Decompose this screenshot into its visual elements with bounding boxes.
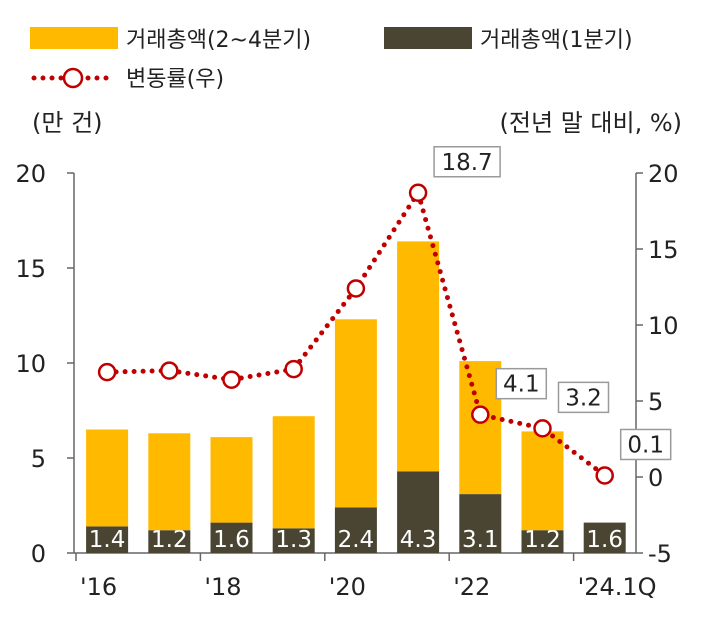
legend: 거래총액(2~4분기) 거래총액(1분기) 변동률(우) — [30, 27, 633, 92]
bar-q1-label: 4.3 — [400, 527, 437, 553]
annotation-label: 3.2 — [565, 385, 602, 411]
legend-label-change: 변동률(우) — [126, 67, 224, 92]
bar-q1 — [272, 528, 315, 553]
bar-q1 — [459, 494, 502, 553]
annotation-box — [619, 428, 672, 461]
bar-q1-label: 1.2 — [524, 527, 561, 553]
bar-q1 — [583, 522, 626, 553]
change-rate-point — [222, 370, 241, 389]
right-tick-label: 5 — [648, 388, 663, 416]
x-tick-label: '24.1Q — [578, 573, 657, 601]
annotation-box — [557, 381, 610, 414]
bar-q2-q4 — [86, 429, 129, 527]
bar-q2-q4 — [521, 431, 564, 531]
change-rate-point — [408, 183, 428, 203]
bar-q1-label: 1.3 — [275, 527, 312, 553]
right-tick-label: -5 — [648, 540, 672, 568]
change-rate-point — [471, 405, 490, 424]
bar-q1 — [521, 530, 564, 553]
bar-q1 — [210, 522, 253, 553]
change-rate-point — [97, 362, 117, 382]
x-tick-label: '18 — [204, 573, 241, 601]
right-tick-label: 15 — [648, 236, 679, 264]
left-tick-label: 10 — [15, 350, 46, 378]
right-axis-title: (전년 말 대비, %) — [500, 109, 682, 137]
x-tick-label: '20 — [329, 573, 366, 601]
right-tick-label: 20 — [648, 160, 679, 188]
bar-q1 — [334, 507, 377, 553]
annotation-label: 0.1 — [627, 432, 664, 458]
right-tick-label: 10 — [648, 312, 679, 340]
annotation-label: 18.7 — [441, 150, 492, 176]
bar-q1-label: 1.2 — [151, 527, 188, 553]
left-tick-label: 5 — [31, 445, 46, 473]
bar-q1-label: 1.6 — [586, 527, 623, 553]
legend-swatch-q2-q4 — [30, 27, 118, 49]
x-tick-label: '22 — [453, 573, 490, 601]
bar-q1-label: 2.4 — [338, 527, 375, 553]
change-rate-point — [284, 359, 303, 379]
bar-q1-label: 1.6 — [213, 527, 250, 553]
bar-q1-label: 3.1 — [462, 527, 499, 553]
left-tick-label: 15 — [15, 255, 46, 283]
legend-marker-circle-icon — [62, 67, 84, 89]
bar-q1-label: 1.4 — [89, 527, 126, 553]
legend-line-icon — [31, 67, 115, 89]
legend-label-q2-q4: 거래총액(2~4분기) — [126, 28, 311, 53]
bar-q1 — [86, 526, 129, 553]
bar-q2-q4 — [272, 416, 315, 529]
legend-label-q1: 거래총액(1분기) — [480, 28, 633, 53]
right-ticks: -5 0 5 10 15 20 — [636, 160, 679, 568]
x-ticks: '16 '18 '20 '22 '24.1Q — [75, 553, 657, 601]
left-tick-label: 0 — [31, 540, 46, 568]
annotation-box — [495, 367, 548, 400]
bar-q1 — [148, 530, 191, 553]
bar-q2-q4 — [210, 437, 253, 523]
legend-swatch-q1 — [384, 27, 472, 49]
x-tick-label: '16 — [80, 573, 117, 601]
change-rate-series — [97, 183, 614, 485]
bar-q2-q4 — [334, 319, 377, 508]
bar-q2-q4 — [148, 433, 191, 531]
annotation-box — [433, 146, 501, 178]
left-axis-title: (만 건) — [32, 109, 103, 137]
annotation-label: 4.1 — [503, 372, 540, 398]
bars: 1.4 1.2 1.6 1.3 2.4 4.3 3.1 1.2 1.6 — [86, 241, 626, 553]
change-rate-point — [533, 419, 552, 438]
change-rate-point — [346, 279, 366, 298]
bar-q1 — [397, 471, 440, 553]
right-tick-label: 0 — [648, 464, 663, 492]
left-ticks: 0 5 10 15 20 — [15, 160, 74, 568]
bar-q2-q4 — [397, 241, 440, 472]
annotations: 18.7 4.1 3.2 0.1 — [433, 146, 672, 461]
change-rate-point — [595, 466, 614, 485]
left-tick-label: 20 — [15, 160, 46, 188]
change-rate-point — [160, 361, 179, 380]
bar-q2-q4 — [459, 361, 502, 495]
